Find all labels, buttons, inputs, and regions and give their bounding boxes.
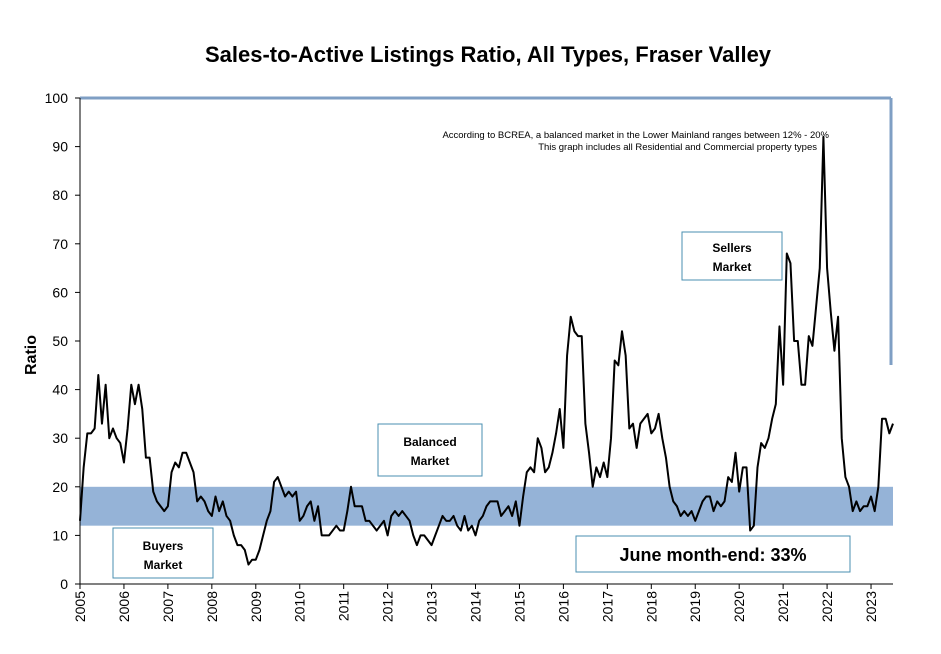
x-tick-label: 2012 <box>380 591 396 622</box>
balanced-line-1: Balanced <box>403 435 456 449</box>
x-tick-label: 2019 <box>687 591 703 622</box>
y-tick-label: 100 <box>45 90 69 106</box>
june-callout-text: June month-end: 33% <box>619 545 806 565</box>
y-tick-label: 0 <box>60 576 68 592</box>
y-tick-label: 40 <box>52 382 68 398</box>
x-axis-ticks: 2005 2006 2007 2008 2009 2010 2011 2012 2013 2014… <box>72 584 879 622</box>
x-tick-label: 2010 <box>292 591 308 622</box>
x-tick-label: 2017 <box>599 591 615 622</box>
y-tick-label: 90 <box>52 139 68 155</box>
sellers-market-annotation: Sellers Market <box>681 231 783 281</box>
x-tick-label: 2006 <box>116 591 132 622</box>
note-balanced-range: According to BCREA, a balanced market in… <box>442 130 829 141</box>
y-tick-label: 10 <box>52 527 68 543</box>
note-property-types: This graph includes all Residential and … <box>538 142 817 153</box>
ratio-line <box>79 135 894 566</box>
x-tick-label: 2011 <box>336 591 352 621</box>
x-tick-label: 2008 <box>204 591 220 622</box>
buyers-market-annotation: Buyers Market <box>112 527 214 579</box>
buyers-line-1: Buyers <box>143 539 184 553</box>
x-tick-label: 2007 <box>160 591 176 622</box>
x-tick-label: 2016 <box>555 591 571 622</box>
x-tick-label: 2020 <box>731 591 747 622</box>
y-axis-ticks: 0 10 20 30 40 50 60 70 80 90 100 <box>45 90 80 592</box>
x-tick-label: 2018 <box>643 591 659 622</box>
x-tick-label: 2015 <box>511 591 527 622</box>
y-tick-label: 30 <box>52 430 68 446</box>
balanced-line-2: Market <box>411 454 450 468</box>
x-tick-label: 2013 <box>424 591 440 622</box>
y-tick-label: 70 <box>52 236 68 252</box>
x-tick-label: 2014 <box>468 591 484 622</box>
ratio-series <box>79 135 894 566</box>
x-tick-label: 2023 <box>863 591 879 622</box>
y-axis-title: Ratio <box>23 335 40 375</box>
sellers-line-1: Sellers <box>712 241 752 255</box>
y-tick-label: 50 <box>52 333 68 349</box>
x-tick-label: 2005 <box>72 591 88 622</box>
y-tick-label: 60 <box>52 284 68 300</box>
x-tick-label: 2021 <box>775 591 791 622</box>
sellers-line-2: Market <box>713 260 752 274</box>
x-tick-label: 2009 <box>248 591 264 622</box>
y-tick-label: 80 <box>52 187 68 203</box>
june-callout: June month-end: 33% <box>575 535 851 573</box>
y-tick-label: 20 <box>52 479 68 495</box>
chart-title: Sales-to-Active Listings Ratio, All Type… <box>204 42 772 67</box>
balanced-market-annotation: Balanced Market <box>377 423 483 477</box>
buyers-line-2: Market <box>144 558 183 572</box>
x-tick-label: 2022 <box>819 591 835 622</box>
